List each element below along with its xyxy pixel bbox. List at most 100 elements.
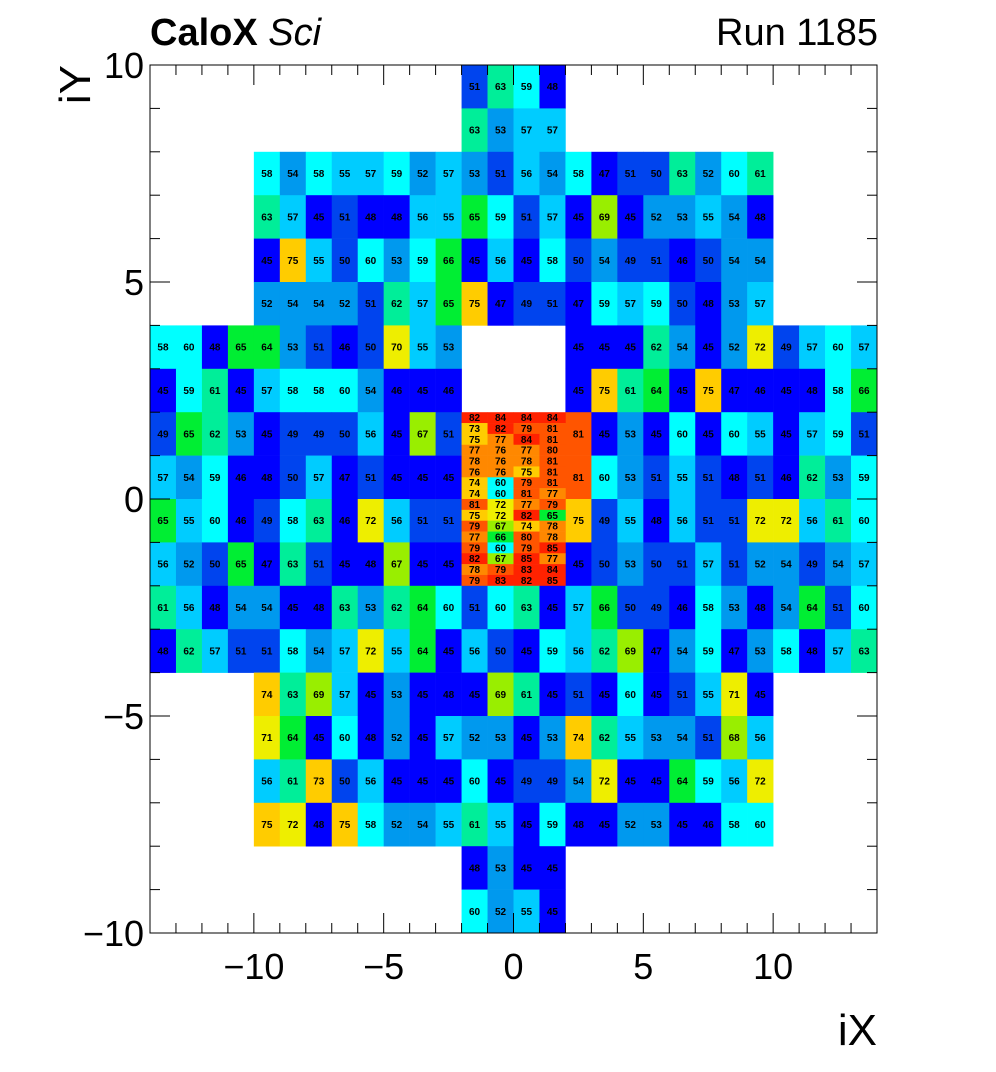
cell-value-label: 51	[365, 473, 377, 484]
heatmap-cell	[331, 542, 359, 587]
cell-value-label: 50	[339, 429, 351, 440]
heatmap-cell	[539, 195, 566, 239]
heatmap-cell	[591, 585, 618, 630]
heatmap-cell	[175, 455, 203, 500]
heatmap-cell	[591, 195, 618, 239]
cell-value-label: 45	[443, 473, 455, 484]
heatmap-cell	[539, 629, 566, 673]
heatmap-cell	[643, 325, 670, 370]
heatmap-cell	[539, 531, 566, 543]
heatmap-cell	[279, 802, 307, 847]
cell-value-label: 55	[339, 169, 351, 180]
cell-value-label: 54	[235, 603, 247, 614]
heatmap-cell	[201, 499, 229, 543]
heatmap-cell	[539, 846, 566, 890]
heatmap-cell	[357, 368, 384, 413]
cell-value-label: 60	[495, 543, 507, 554]
cell-value-label: 54	[677, 343, 689, 354]
heatmap-cell	[799, 368, 826, 413]
cell-value-label: 53	[365, 603, 377, 614]
heatmap-cell	[487, 585, 514, 630]
heatmap-cell	[227, 455, 255, 500]
heatmap-cell	[721, 368, 748, 413]
cell-value-label: 50	[651, 169, 663, 180]
cell-value-label: 79	[495, 565, 507, 576]
heatmap-cell	[279, 151, 307, 196]
heatmap-cell	[461, 759, 488, 804]
cell-value-label: 58	[365, 820, 377, 831]
cell-value-label: 65	[235, 343, 247, 354]
heatmap-cell	[253, 455, 281, 500]
heatmap-cell	[747, 672, 774, 717]
heatmap-cell	[825, 499, 852, 543]
heatmap-cell	[669, 716, 696, 760]
cell-value-label: 45	[313, 733, 325, 744]
heatmap-cell	[565, 368, 592, 413]
heatmap-cell	[409, 716, 436, 760]
heatmap-cell	[305, 325, 333, 370]
y-tick-label: −5	[103, 696, 144, 737]
heatmap-cell	[175, 585, 203, 630]
cell-value-label: 76	[495, 467, 507, 478]
cell-value-label: 50	[209, 560, 221, 571]
heatmap-cells	[150, 65, 878, 934]
heatmap-cell	[487, 108, 514, 153]
cell-value-label: 59	[651, 299, 663, 310]
heatmap-cell	[513, 488, 540, 500]
heatmap-cell	[513, 499, 540, 511]
cell-value-label: 46	[703, 820, 715, 831]
cell-value-label: 57	[339, 646, 351, 657]
heatmap-cell	[305, 629, 333, 673]
heatmap-cell	[617, 716, 644, 760]
heatmap-cell	[825, 325, 852, 370]
heatmap-cell	[721, 195, 748, 239]
cell-value-label: 60	[469, 907, 481, 918]
cell-value-label: 51	[235, 646, 247, 657]
cell-value-label: 62	[599, 733, 611, 744]
heatmap-cell	[409, 151, 436, 196]
cell-value-label: 45	[625, 343, 637, 354]
cell-value-label: 64	[417, 646, 429, 657]
x-tick-label: 0	[503, 946, 523, 987]
cell-value-label: 45	[365, 690, 377, 701]
cell-value-label: 53	[755, 646, 767, 657]
cell-value-label: 55	[625, 733, 637, 744]
heatmap-cell	[305, 759, 333, 804]
cell-value-label: 56	[157, 560, 169, 571]
heatmap-cell	[513, 564, 540, 576]
heatmap-cell	[279, 672, 307, 717]
cell-value-label: 47	[495, 299, 507, 310]
cell-value-label: 79	[521, 543, 533, 554]
heatmap-cell	[253, 802, 281, 847]
heatmap-cell	[357, 282, 384, 326]
cell-value-label: 45	[521, 820, 533, 831]
cell-value-label: 61	[157, 603, 169, 614]
cell-value-label: 54	[417, 820, 429, 831]
cell-value-label: 57	[157, 473, 169, 484]
heatmap-cell	[591, 325, 618, 370]
heatmap-cell	[539, 553, 566, 565]
heatmap-cell	[747, 282, 774, 326]
heatmap-cell	[539, 412, 566, 424]
heatmap-cell	[227, 542, 255, 587]
heatmap-cell	[643, 368, 670, 413]
heatmap-cell	[305, 542, 333, 587]
heatmap-cell	[487, 282, 514, 326]
heatmap-cell	[513, 466, 540, 478]
cell-value-label: 58	[313, 386, 325, 397]
run-label: Run 1185	[716, 12, 878, 54]
cell-value-label: 48	[313, 603, 325, 614]
cell-value-label: 51	[651, 473, 663, 484]
heatmap-cell	[617, 195, 644, 239]
heatmap-cell	[487, 466, 514, 478]
cell-value-label: 60	[443, 603, 455, 614]
cell-value-label: 54	[287, 169, 299, 180]
cell-value-label: 54	[677, 646, 689, 657]
heatmap-cell	[747, 629, 774, 673]
cell-value-label: 45	[625, 212, 637, 223]
heatmap-cell	[227, 629, 255, 673]
cell-value-label: 66	[858, 386, 870, 397]
cell-value-label: 51	[651, 256, 663, 267]
cell-value-label: 51	[703, 473, 715, 484]
heatmap-cell	[747, 195, 774, 239]
